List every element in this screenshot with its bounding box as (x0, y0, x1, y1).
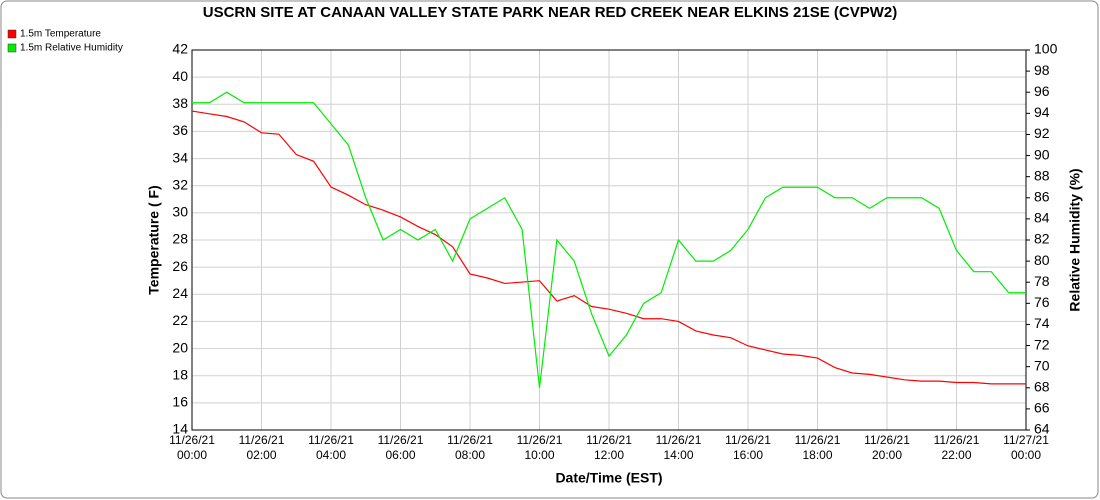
y2-tick-label: 100 (1034, 41, 1058, 57)
y2-tick-label: 94 (1034, 104, 1050, 120)
y-tick-label: 42 (172, 41, 188, 57)
x-tick-label: 11/26/21 08:00 (447, 433, 493, 462)
legend-label: 1.5m Relative Humidity (20, 43, 123, 54)
x-tick-label: 11/26/21 12:00 (586, 433, 632, 462)
x-tick-label: 11/26/21 18:00 (795, 433, 841, 462)
x-tick-label: 11/26/21 14:00 (656, 433, 702, 462)
legend-swatch (7, 43, 17, 53)
y-tick-label: 18 (172, 366, 188, 382)
y-tick-label: 14 (172, 421, 188, 437)
y2-tick-label: 66 (1034, 400, 1050, 416)
chart-title: USCRN SITE AT CANAAN VALLEY STATE PARK N… (203, 4, 898, 21)
y-tick-label: 38 (172, 95, 188, 111)
y2-tick-label: 74 (1034, 315, 1050, 331)
y-tick-label: 40 (172, 68, 188, 84)
y2-tick-label: 86 (1034, 188, 1050, 204)
x-tick-label: 11/26/21 22:00 (934, 433, 980, 462)
x-tick-label: 11/26/21 10:00 (517, 433, 563, 462)
y2-tick-label: 98 (1034, 62, 1050, 78)
y-tick-label: 16 (172, 394, 188, 410)
y-tick-label: 36 (172, 122, 188, 138)
x-tick-label: 11/26/21 20:00 (864, 433, 910, 462)
y2-tick-label: 76 (1034, 294, 1050, 310)
x-axis-label: Date/Time (EST) (555, 470, 662, 486)
x-tick-label: 11/26/21 02:00 (239, 433, 285, 462)
legend-label: 1.5m Temperature (20, 29, 101, 40)
y2-tick-label: 72 (1034, 336, 1050, 352)
y-axis-label: Temperature ( F) (146, 185, 162, 294)
y-tick-label: 28 (172, 231, 188, 247)
y2-tick-label: 82 (1034, 231, 1050, 247)
y2-tick-label: 96 (1034, 83, 1050, 99)
y-tick-label: 32 (172, 176, 188, 192)
y2-tick-label: 64 (1034, 421, 1050, 437)
y2-tick-label: 80 (1034, 252, 1050, 268)
legend-swatch (7, 29, 17, 39)
y-tick-label: 26 (172, 258, 188, 274)
y2-tick-label: 92 (1034, 125, 1050, 141)
y-tick-label: 30 (172, 204, 188, 220)
x-tick-label: 11/26/21 00:00 (169, 433, 215, 462)
y2-tick-label: 84 (1034, 210, 1050, 226)
x-tick-label: 11/27/21 00:00 (1003, 433, 1049, 462)
x-tick-label: 11/26/21 06:00 (378, 433, 424, 462)
series-line (192, 91, 1026, 388)
y2-tick-label: 78 (1034, 273, 1050, 289)
y-tick-label: 22 (172, 312, 188, 328)
y2-tick-label: 68 (1034, 378, 1050, 394)
x-tick-label: 11/26/21 04:00 (308, 433, 354, 462)
y-tick-label: 34 (172, 149, 188, 165)
y-tick-label: 20 (172, 339, 188, 355)
y2-axis-label: Relative Humidity (%) (1067, 168, 1083, 311)
y2-tick-label: 70 (1034, 357, 1050, 373)
plot-border (191, 49, 1027, 431)
y2-tick-label: 88 (1034, 167, 1050, 183)
y-tick-label: 24 (172, 285, 188, 301)
series-line (191, 110, 1026, 385)
y2-tick-label: 90 (1034, 146, 1050, 162)
x-tick-label: 11/26/21 16:00 (725, 433, 771, 462)
